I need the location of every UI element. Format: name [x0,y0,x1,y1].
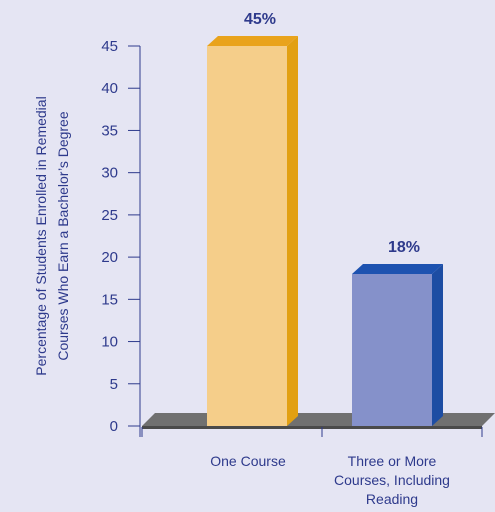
y-tick-label-10: 10 [101,334,118,351]
bar-front-0 [207,46,287,426]
y-axis-title-line-0: Percentage of Students Enrolled in Remed… [33,96,49,375]
y-tick-label-20: 20 [101,249,118,266]
y-tick-label-40: 40 [101,80,118,97]
category-label-1-2: Reading [366,491,418,507]
y-tick-label-15: 15 [101,291,118,308]
y-axis-title: Percentage of Students Enrolled in Remed… [33,96,71,375]
y-tick-label-30: 30 [101,165,118,182]
bar-0 [207,36,298,426]
floor-front [142,426,482,429]
data-label-0: 45% [244,11,276,28]
bar-side-0 [287,36,298,426]
y-axis-title-line-1: Courses Who Earn a Bachelor’s Degree [55,111,71,360]
y-axis: 0 5 10 15 20 25 30 35 40 45 [101,38,483,437]
labels: 45% 18% One Course Three or More Courses, In… [33,11,450,507]
y-tick-label-25: 25 [101,207,118,224]
bar-front-1 [352,274,432,426]
y-tick-label-35: 35 [101,122,118,139]
y-tick-label-45: 45 [101,38,118,55]
bar-1 [352,264,443,426]
category-label-0-0: One Course [210,453,286,469]
y-tick-label-5: 5 [110,376,118,393]
category-label-1-1: Courses, Including [334,472,450,488]
bars [207,36,443,426]
bar-top-1 [352,264,443,274]
bar-side-1 [432,264,443,426]
data-label-1: 18% [388,239,420,256]
y-tick-label-0: 0 [110,418,118,435]
category-label-1-0: Three or More [348,453,437,469]
bar-top-0 [207,36,298,46]
